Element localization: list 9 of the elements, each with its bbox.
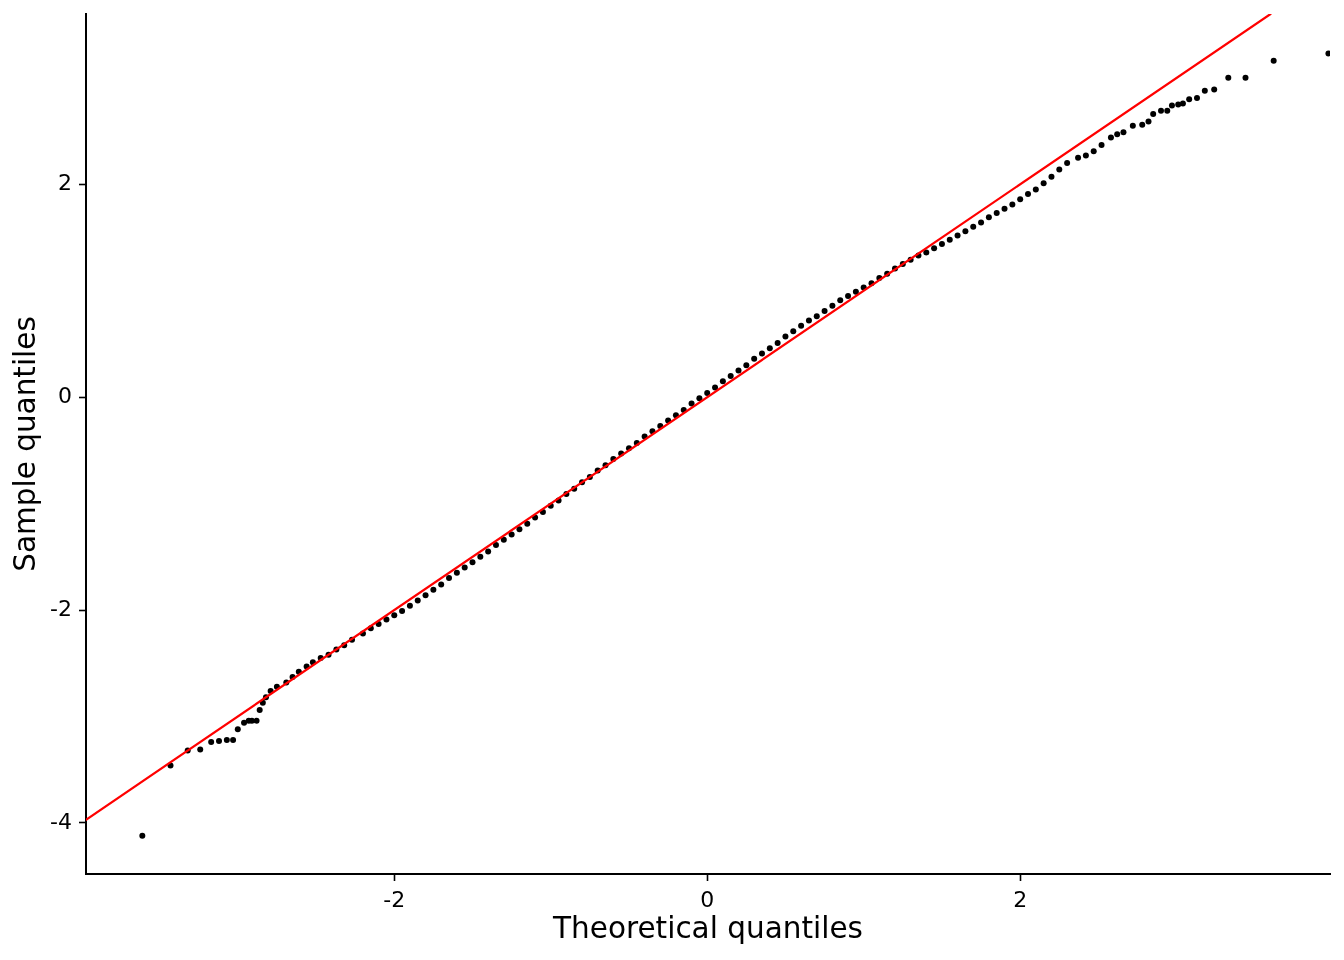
y-tick-label: -4: [50, 808, 72, 834]
y-tick-label: 2: [58, 170, 72, 196]
x-tick-label: 2: [1013, 886, 1028, 912]
y-tick-label: 0: [58, 382, 72, 408]
y-axis-title: Sample quantiles: [8, 316, 43, 572]
x-axis-title: Theoretical quantiles: [552, 910, 863, 945]
x-tick-label: 0: [700, 886, 715, 912]
y-tick-label: -2: [50, 595, 72, 621]
x-tick-label: -2: [383, 886, 406, 912]
